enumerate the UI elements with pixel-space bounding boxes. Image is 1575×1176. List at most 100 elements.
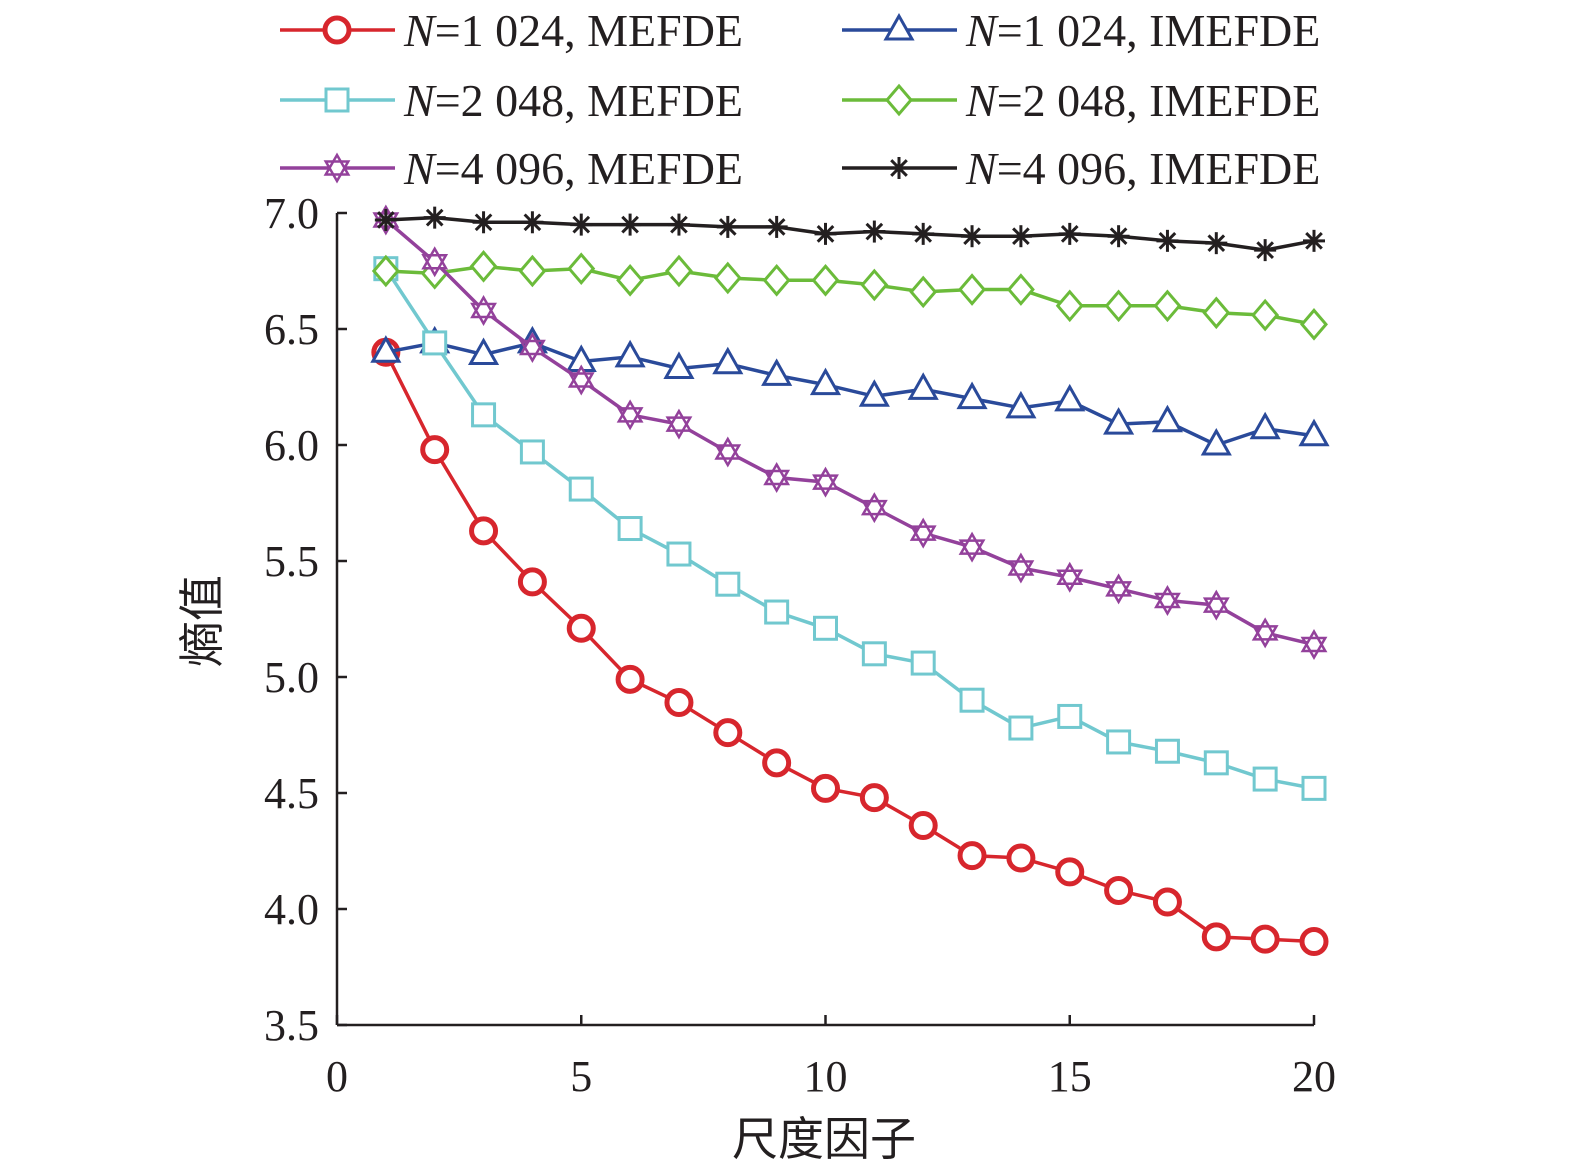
- legend-marker: [883, 12, 915, 41]
- star-marker-part: [1056, 569, 1084, 593]
- data-point: [1300, 308, 1328, 341]
- asterisk-marker-stroke: [1012, 227, 1030, 246]
- legend-item: N=1 024, IMEFDE: [842, 5, 1320, 56]
- data-point: [664, 688, 694, 718]
- data-point: [1251, 617, 1279, 649]
- series-2: [373, 256, 1327, 801]
- data-point: [1301, 775, 1327, 801]
- data-point: [1005, 390, 1037, 419]
- data-point: [1303, 229, 1325, 252]
- legend-label-text: =1 024, IMEFDE: [997, 5, 1321, 56]
- data-point: [1103, 407, 1135, 435]
- data-point: [1151, 404, 1184, 433]
- y-tick-label: 4.5: [264, 769, 319, 818]
- data-point: [716, 215, 739, 238]
- star-marker-part: [1105, 581, 1133, 605]
- data-point: [617, 516, 643, 542]
- asterisk-marker-stroke: [767, 218, 786, 236]
- data-point: [570, 213, 593, 236]
- x-axis-title: 尺度因子: [732, 1114, 916, 1165]
- data-point: [956, 381, 988, 410]
- data-point: [912, 222, 935, 245]
- data-point: [1201, 922, 1231, 952]
- data-point: [518, 254, 547, 288]
- data-point: [1057, 703, 1083, 729]
- legend-label-variable: N: [965, 5, 999, 56]
- data-point: [809, 367, 842, 396]
- data-point: [712, 346, 744, 375]
- data-point: [909, 275, 938, 309]
- asterisk-marker-stroke: [474, 213, 493, 232]
- data-point: [615, 664, 645, 694]
- axes: 3.5 4.0 4.5 5.0 5.5 6.0 6.5 7.0 0 5 10 15 20: [264, 189, 1336, 1101]
- data-point: [1056, 561, 1084, 593]
- series-3: [371, 250, 1328, 341]
- asterisk-marker-stroke: [377, 211, 395, 229]
- legend-marker: [888, 157, 910, 179]
- legend-label: N=1 024, MEFDE: [403, 5, 743, 56]
- data-point: [664, 254, 693, 288]
- data-point: [1202, 589, 1230, 621]
- star-marker-part: [1154, 592, 1181, 616]
- legend-label-variable: N: [403, 143, 437, 194]
- asterisk-marker-stroke: [621, 215, 639, 234]
- data-point: [423, 206, 446, 229]
- data-point: [1107, 225, 1130, 248]
- data-point: [370, 335, 402, 363]
- asterisk-marker-stroke: [670, 215, 688, 234]
- data-point: [860, 492, 888, 524]
- data-point: [861, 641, 887, 667]
- star-marker-part: [1202, 589, 1230, 613]
- y-tick-label: 3.5: [264, 1001, 319, 1050]
- data-point: [1249, 411, 1281, 440]
- data-point: [471, 402, 497, 428]
- legend-label-variable: N: [403, 75, 437, 126]
- star-marker-part: [860, 499, 888, 524]
- data-point: [958, 531, 986, 563]
- star-marker-part: [1007, 560, 1035, 584]
- data-point: [1298, 418, 1330, 447]
- asterisk-marker-stroke: [1158, 232, 1177, 250]
- data-point: [619, 213, 642, 236]
- legend-label: N=2 048, MEFDE: [403, 75, 743, 126]
- data-point: [470, 294, 497, 326]
- legend-item: N=2 048, IMEFDE: [842, 75, 1320, 126]
- x-tick-label: 0: [326, 1052, 348, 1101]
- data-point: [958, 273, 987, 306]
- data-point: [667, 213, 690, 236]
- asterisk-marker-stroke: [914, 225, 933, 243]
- star-marker-part: [323, 152, 351, 176]
- data-point: [467, 337, 500, 366]
- asterisk-marker-stroke: [572, 215, 591, 234]
- star-marker-part: [616, 407, 644, 431]
- data-point: [1250, 924, 1280, 954]
- data-point: [469, 250, 498, 283]
- asterisk-marker-stroke: [1207, 234, 1226, 252]
- asterisk-marker-stroke: [523, 213, 542, 232]
- data-point: [371, 254, 400, 288]
- data-point: [761, 358, 793, 386]
- data-point: [1254, 239, 1277, 262]
- asterisk-marker-stroke: [1256, 241, 1274, 259]
- asterisk-marker-stroke: [1305, 232, 1323, 250]
- legend-marker: [885, 83, 913, 117]
- data-point: [616, 263, 645, 297]
- legend-item: N=4 096, IMEFDE: [842, 143, 1320, 194]
- data-point: [858, 379, 890, 407]
- legend-marker: [322, 15, 352, 45]
- series-0: [371, 337, 1329, 956]
- star-marker-part: [421, 246, 449, 270]
- data-point: [666, 541, 692, 567]
- y-axis-title: 熵值: [177, 575, 228, 667]
- asterisk-marker-stroke: [1109, 227, 1128, 246]
- data-point: [518, 332, 546, 364]
- star-marker-part: [1251, 625, 1279, 649]
- x-tick-label: 5: [570, 1052, 592, 1101]
- y-tick-label: 6.5: [264, 305, 319, 354]
- asterisk-marker-stroke: [816, 225, 835, 243]
- legend-marker: [323, 152, 351, 184]
- data-point: [420, 435, 450, 465]
- legend-label: N=1 024, IMEFDE: [965, 5, 1320, 56]
- x-tick-label: 20: [1292, 1052, 1336, 1101]
